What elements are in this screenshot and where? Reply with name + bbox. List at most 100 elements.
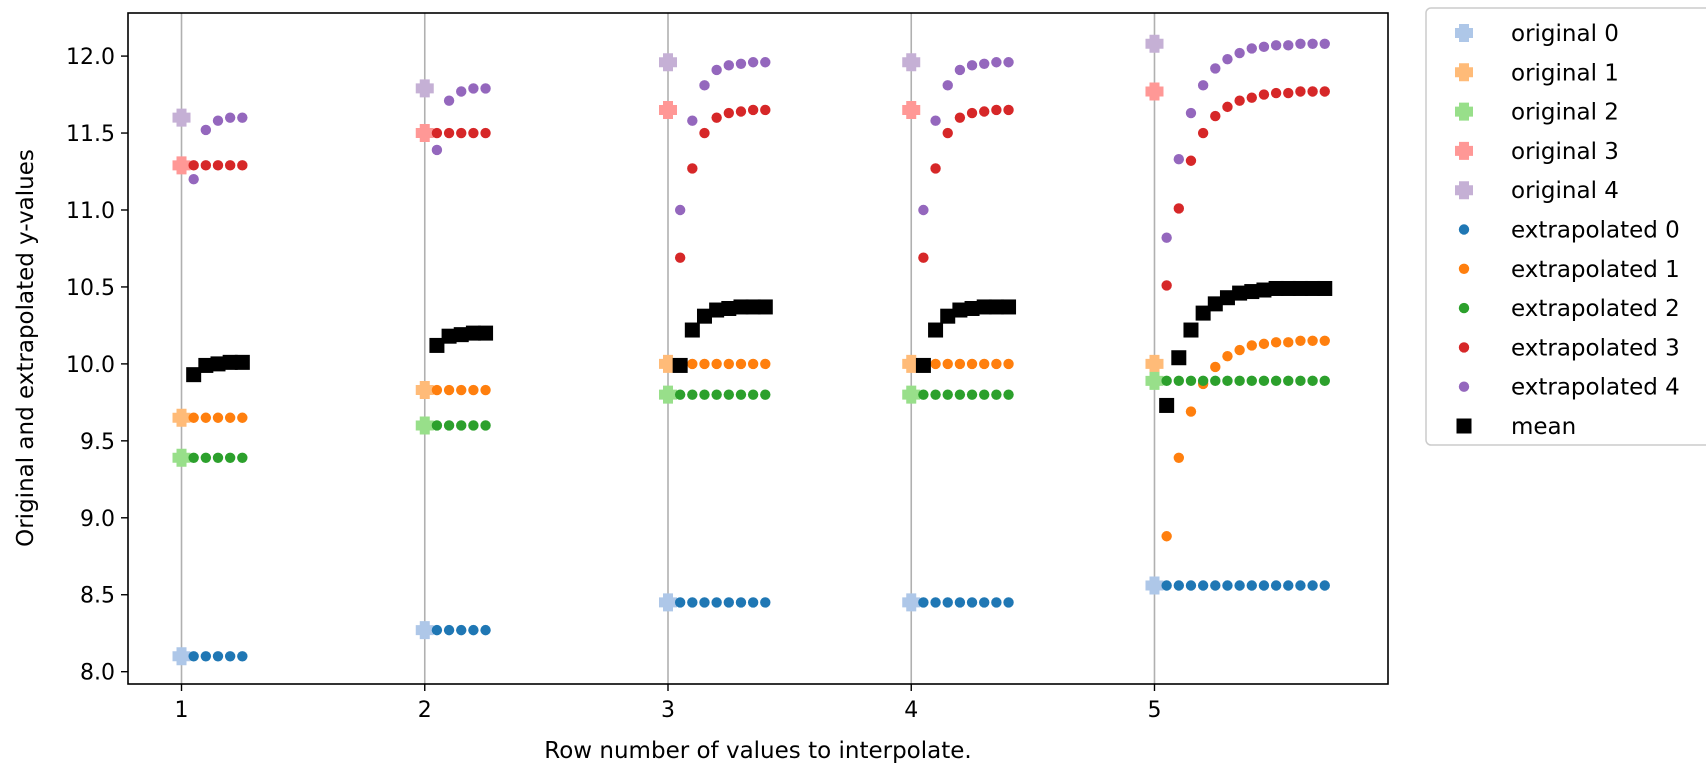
extrapolated-point [468, 420, 479, 431]
extrapolated-point [480, 127, 491, 139]
mean-point [1232, 285, 1248, 301]
extrapolated-point [1270, 87, 1282, 99]
legend-label: extrapolated 0 [1511, 218, 1680, 244]
extrapolated-point [1319, 580, 1330, 591]
original-point [902, 354, 921, 373]
extrapolated-point [1234, 580, 1245, 591]
extrapolated-point [224, 651, 236, 662]
extrapolated-point [188, 452, 199, 463]
extrapolated-point [735, 358, 747, 370]
x-tick-label: 3 [661, 698, 675, 723]
legend-marker [1458, 381, 1470, 392]
extrapolated-point [1307, 375, 1318, 387]
extrapolated-point [1283, 580, 1294, 591]
extrapolated-point [930, 389, 941, 400]
extrapolated-point [1161, 232, 1172, 243]
extrapolated-point [212, 160, 224, 171]
mean-point [198, 357, 214, 373]
extrapolated-point [1258, 89, 1270, 100]
extrapolated-point [1185, 155, 1197, 166]
mean-point [441, 328, 457, 344]
extrapolated-point [942, 358, 953, 370]
extrapolated-point [1319, 38, 1330, 49]
extrapolated-point [431, 420, 443, 431]
extrapolated-point [1307, 38, 1318, 49]
extrapolated-point [431, 624, 443, 636]
x-axis: 1 2 3 4 5 [175, 684, 1161, 723]
extrapolated-point [1003, 104, 1014, 116]
extrapolated-point [1234, 375, 1245, 387]
extrapolated-point [1197, 127, 1209, 139]
mean-point [210, 356, 226, 372]
legend-marker [1455, 24, 1473, 42]
extrapolated-point [1246, 43, 1257, 54]
extrapolated-point [966, 358, 978, 370]
mean-point [745, 299, 761, 315]
extrapolated-point [431, 144, 443, 156]
extrapolated-point [1307, 86, 1318, 97]
extrapolated-point [1283, 40, 1294, 51]
extrapolated-point [687, 163, 698, 174]
extrapolated-point [1197, 580, 1209, 591]
extrapolated-point [200, 452, 212, 463]
extrapolated-point [1210, 63, 1221, 74]
extrapolated-point [443, 127, 455, 139]
mean-point [1280, 280, 1296, 296]
extrapolated-point [699, 389, 710, 400]
mean-point [733, 299, 749, 315]
mean-point [1207, 296, 1223, 312]
y-tick-label: 9.0 [80, 507, 115, 532]
extrapolated-point [1258, 580, 1270, 591]
mean-point [1305, 280, 1321, 296]
extrapolated-point [1173, 580, 1185, 591]
extrapolated-point [1270, 375, 1282, 387]
extrapolated-point [711, 112, 722, 123]
mean-point [186, 367, 202, 383]
extrapolated-point [1295, 86, 1306, 97]
original-point [172, 108, 191, 127]
extrapolated-point [760, 389, 771, 400]
extrapolated-point [954, 597, 966, 608]
mean-point [465, 325, 481, 341]
extrapolated-point [1210, 110, 1221, 122]
extrapolated-point [480, 420, 491, 431]
extrapolated-point [1161, 580, 1172, 591]
original-point [1145, 576, 1164, 595]
x-tick-label: 2 [418, 698, 432, 723]
extrapolated-point [674, 204, 686, 216]
extrapolated-point [1246, 92, 1257, 103]
original-point [415, 381, 434, 400]
extrapolated-point [1003, 597, 1014, 608]
legend-label: original 0 [1511, 21, 1619, 47]
original-point [172, 647, 191, 666]
y-axis: 8.0 8.5 9.0 9.5 10.0 10.5 11.0 11.5 12.0 [66, 45, 128, 686]
extrapolated-point [1295, 38, 1306, 49]
extrapolated-point [1319, 335, 1330, 347]
extrapolated-point [699, 80, 710, 91]
original-point [902, 593, 921, 612]
extrapolated-point [760, 104, 771, 116]
extrapolated-point [468, 384, 479, 396]
mean-point [1244, 284, 1260, 300]
extrapolated-point [456, 420, 467, 431]
extrapolated-point [224, 412, 236, 423]
extrapolated-point [699, 127, 710, 139]
extrapolated-point [723, 389, 735, 400]
extrapolated-point [760, 597, 771, 608]
legend-marker [1456, 418, 1472, 434]
legend-label: original 2 [1511, 100, 1619, 126]
extrapolated-point [991, 104, 1002, 116]
extrapolated-point [711, 64, 722, 76]
extrapolated-point [1161, 531, 1172, 542]
extrapolated-point [991, 57, 1002, 68]
extrapolated-point [991, 597, 1002, 608]
mean-point [684, 322, 700, 338]
extrapolated-point [1246, 375, 1257, 387]
extrapolated-point [1319, 86, 1330, 97]
extrapolated-point [456, 127, 467, 139]
extrapolated-point [979, 389, 990, 400]
extrapolated-point [1270, 337, 1282, 348]
extrapolated-point [1210, 580, 1221, 591]
mean-point [928, 322, 944, 338]
